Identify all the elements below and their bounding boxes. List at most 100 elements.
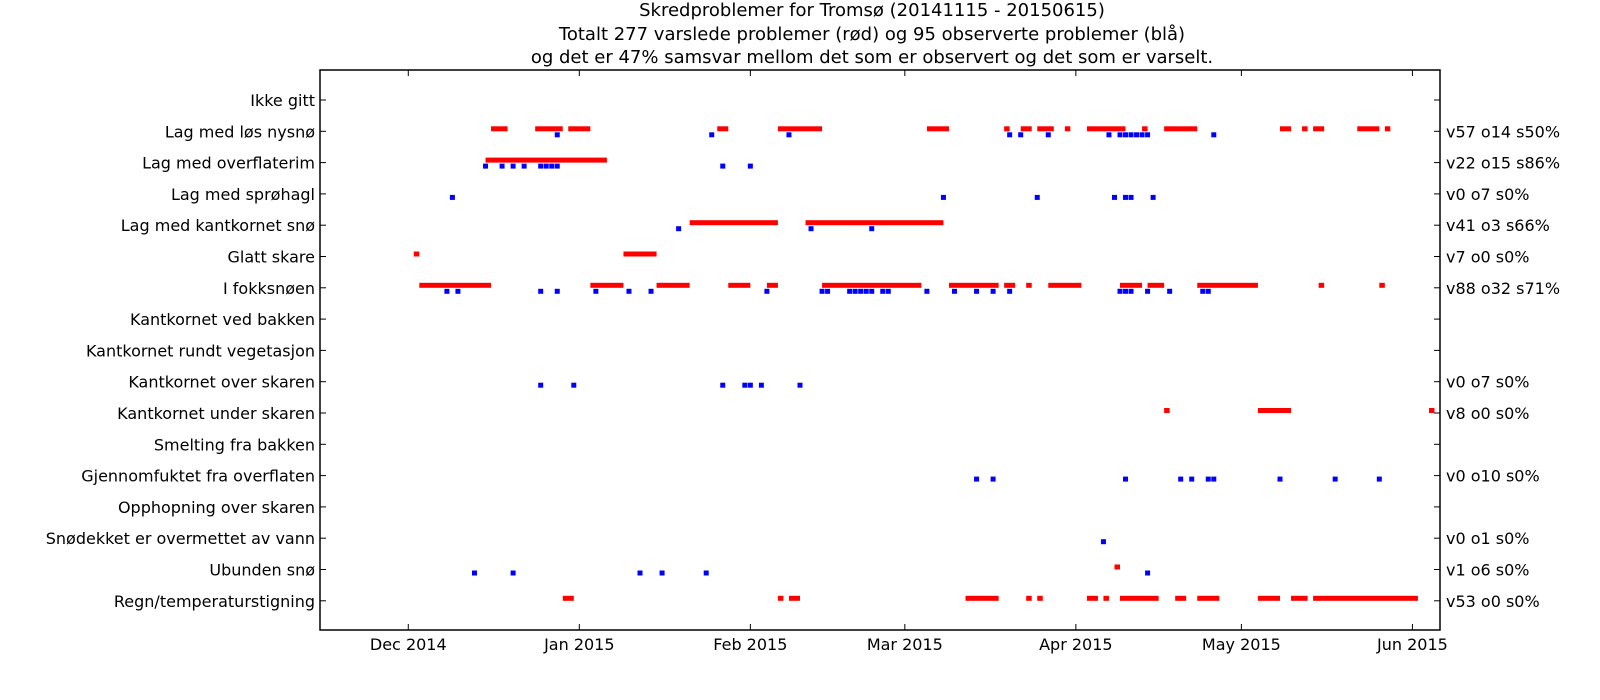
varslet-bar xyxy=(1313,595,1418,601)
observert-point xyxy=(990,288,996,294)
observert-point xyxy=(471,570,477,576)
x-axis: Dec 2014 Jan 2015 Feb 2015 Mar 2015 Apr 2015… xyxy=(370,70,1448,654)
varslet-bar xyxy=(1147,282,1165,288)
observert-point xyxy=(1100,539,1106,545)
observert-point xyxy=(1277,476,1283,482)
right-label-lag-med-kantkornet-sno: v41 o3 s66% xyxy=(1446,216,1550,235)
varslet-bar xyxy=(689,220,778,226)
observert-point xyxy=(455,288,461,294)
y-tick-label-smelting-fra-bakken: Smelting fra bakken xyxy=(154,435,315,454)
varslet-bar xyxy=(568,126,591,132)
right-label-lag-med-los-nysno: v57 o14 s50% xyxy=(1446,122,1560,141)
observert-point xyxy=(554,132,560,138)
right-label-gjennomfuktet-fra-overflaten: v0 o10 s0% xyxy=(1446,467,1540,486)
varslet-bar xyxy=(777,126,823,132)
observert-point xyxy=(1117,288,1123,294)
x-tick-label: Mar 2015 xyxy=(867,635,943,654)
varslet-bar xyxy=(1379,282,1385,288)
observert-point xyxy=(974,476,980,482)
observert-point xyxy=(1134,132,1140,138)
observert-point xyxy=(825,288,831,294)
observert-point xyxy=(1145,132,1151,138)
varslet-bar xyxy=(777,595,784,601)
chart-title-line-2: Totalt 277 varslede problemer (rød) og 9… xyxy=(558,24,1185,45)
observert-point xyxy=(1139,132,1145,138)
varslet-bar xyxy=(788,595,800,601)
observert-point xyxy=(847,288,853,294)
varslet-bar xyxy=(1257,595,1280,601)
observert-point xyxy=(1123,132,1129,138)
varslet-bar xyxy=(1086,126,1126,132)
observert-point xyxy=(974,288,980,294)
observert-point xyxy=(1128,194,1134,200)
observert-point xyxy=(1123,476,1129,482)
observert-point xyxy=(885,288,891,294)
right-label-glatt-skare: v7 o0 s0% xyxy=(1446,248,1530,267)
y-tick-label-ikke-gitt: Ikke gitt xyxy=(250,91,315,110)
observert-point xyxy=(709,132,715,138)
varslet-bar xyxy=(1257,408,1292,413)
observert-point xyxy=(521,163,527,169)
varslet-bar xyxy=(1020,126,1032,132)
right-label-regn-temperaturstigning: v53 o0 s0% xyxy=(1446,592,1540,611)
y-tick-label-kantkornet-rundt-vegetasjon: Kantkornet rundt vegetasjon xyxy=(86,341,315,360)
observert-point xyxy=(659,570,665,576)
y-tick-label-opphopning-over-skaren: Opphopning over skaren xyxy=(118,498,315,517)
varslet-bar xyxy=(1026,282,1032,288)
varslet-bar xyxy=(485,157,607,163)
observert-point xyxy=(538,163,544,169)
observert-point xyxy=(1128,132,1134,138)
y-tick-label-lag-med-kantkornet-sno: Lag med kantkornet snø xyxy=(121,216,315,235)
varslet-bar xyxy=(805,220,944,226)
observert-point xyxy=(747,382,753,388)
x-tick-label: May 2015 xyxy=(1202,635,1281,654)
varslet-bar xyxy=(1120,595,1159,601)
observert-point xyxy=(940,194,946,200)
varslet-bar xyxy=(1037,595,1043,601)
varslet-bar xyxy=(590,282,624,288)
observert-point xyxy=(1178,476,1184,482)
y-tick-label-lag-med-sprohagl: Lag med sprøhagl xyxy=(171,185,315,204)
varslet-bar xyxy=(1048,282,1082,288)
varslet-bar xyxy=(1120,282,1143,288)
observert-point xyxy=(990,476,996,482)
y-tick-label-kantkornet-under-skaren: Kantkornet under skaren xyxy=(117,404,315,423)
right-label-kantkornet-under-skaren: v8 o0 s0% xyxy=(1446,404,1530,423)
observert-point xyxy=(1045,132,1051,138)
observert-point xyxy=(648,288,654,294)
x-tick-label: Dec 2014 xyxy=(370,635,447,654)
observert-point xyxy=(758,382,764,388)
varslet-bar xyxy=(419,282,492,288)
x-tick-label: Apr 2015 xyxy=(1039,635,1112,654)
plot-area-frame xyxy=(319,69,1441,631)
observert-point xyxy=(483,163,489,169)
x-tick-label: Jun 2015 xyxy=(1376,635,1448,654)
varslet-bar xyxy=(1318,282,1325,288)
y-tick-label-snodekket-er-overmettet-av-vann: Snødekket er overmettet av vann xyxy=(46,529,315,548)
observert-point xyxy=(869,226,875,232)
observert-point xyxy=(1111,194,1117,200)
observert-point xyxy=(1376,476,1382,482)
observert-point xyxy=(924,288,930,294)
observert-point xyxy=(1007,288,1013,294)
y-tick-label-glatt-skare: Glatt skare xyxy=(228,248,315,267)
observert-point xyxy=(1200,288,1206,294)
y-axis: Ikke gitt Lag med løs nysnø Lag med overfl… xyxy=(46,91,1440,611)
observert-point xyxy=(1145,288,1151,294)
y-tick-label-ubunden-sno: Ubunden snø xyxy=(209,561,315,580)
varslet-bar xyxy=(1291,595,1308,601)
varslet-bar xyxy=(1037,126,1054,132)
observert-point xyxy=(720,382,726,388)
right-label-i-fokksnoen: v88 o32 s71% xyxy=(1446,279,1560,298)
varslet-bar xyxy=(1086,595,1098,601)
plot-marks xyxy=(413,126,1435,601)
varslet-bar xyxy=(1004,282,1016,288)
varslet-bar xyxy=(948,282,999,288)
observert-point xyxy=(703,570,709,576)
y-tick-label-lag-med-los-nysno: Lag med løs nysnø xyxy=(165,122,315,141)
y-tick-label-lag-med-overflaterim: Lag med overflaterim xyxy=(142,154,315,173)
varslet-bar xyxy=(1064,126,1071,132)
varslet-bar xyxy=(965,595,999,601)
varslet-bar xyxy=(1114,564,1120,570)
observert-point xyxy=(1007,132,1013,138)
